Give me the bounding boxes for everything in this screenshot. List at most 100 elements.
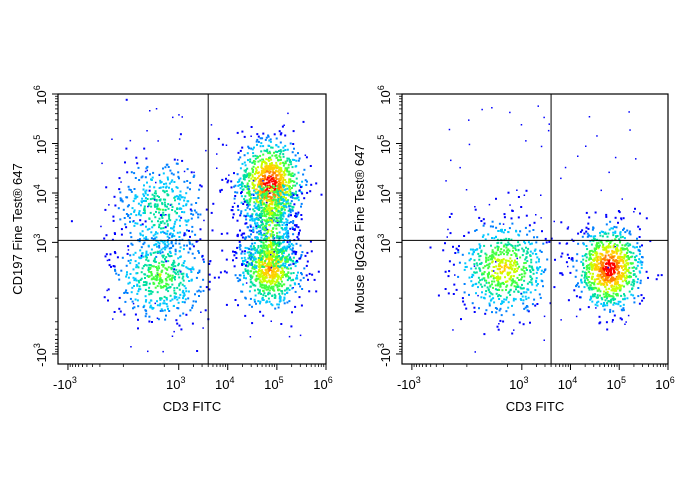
event-dot <box>615 226 618 229</box>
event-dot <box>279 178 282 181</box>
event-dot <box>514 264 517 267</box>
event-dot <box>590 281 593 284</box>
event-dot <box>608 261 610 264</box>
event-dot <box>444 270 447 273</box>
event-dot <box>546 258 549 261</box>
event-dot <box>282 235 285 238</box>
event-dot <box>197 197 200 199</box>
y-tick-label-base: 10 <box>378 189 393 203</box>
event-dot <box>269 140 272 143</box>
event-dot <box>167 260 170 263</box>
event-dot <box>164 166 167 169</box>
event-dot <box>581 235 584 238</box>
event-dot <box>257 251 259 254</box>
event-dot <box>182 297 184 300</box>
event-dot <box>623 253 626 256</box>
event-dot <box>124 300 127 303</box>
event-dot <box>192 213 195 216</box>
event-dot <box>619 231 622 234</box>
event-dot <box>540 251 543 253</box>
event-dot <box>253 194 255 196</box>
event-dot <box>481 272 484 275</box>
event-dot <box>247 192 250 195</box>
event-dot <box>496 258 499 261</box>
event-dot <box>166 224 169 227</box>
event-dot <box>244 164 247 167</box>
event-dot <box>495 259 498 262</box>
event-dot <box>281 247 284 250</box>
event-dot <box>487 233 490 236</box>
event-dot <box>263 285 266 288</box>
event-dot <box>236 219 239 222</box>
event-dot <box>517 216 520 219</box>
event-dot <box>583 232 586 235</box>
event-dot <box>147 268 150 271</box>
event-dot <box>494 246 497 249</box>
event-dot <box>285 206 288 209</box>
event-dot <box>506 284 509 287</box>
event-dot <box>261 234 264 237</box>
event-dot <box>185 224 188 227</box>
event-dot <box>271 274 274 276</box>
event-dot <box>607 245 610 247</box>
event-dot <box>289 196 292 199</box>
event-dot <box>477 281 480 284</box>
event-dot <box>145 299 148 302</box>
event-dot <box>288 221 291 224</box>
event-dot <box>156 275 159 278</box>
event-dot <box>303 197 306 200</box>
event-dot <box>540 273 543 275</box>
event-dot <box>617 303 620 306</box>
event-dot <box>606 302 609 305</box>
event-dot <box>279 190 282 192</box>
event-dot <box>619 247 622 250</box>
event-dot <box>596 260 598 263</box>
event-dot <box>528 264 531 267</box>
event-dot <box>160 181 163 184</box>
event-dot <box>285 202 288 205</box>
event-dot <box>150 273 153 275</box>
event-dot <box>133 306 136 309</box>
event-dot <box>287 287 290 290</box>
event-dot <box>150 179 153 181</box>
event-dot <box>506 249 509 252</box>
event-dot <box>273 296 276 299</box>
event-dot <box>237 209 240 211</box>
event-dot <box>498 222 501 225</box>
event-dot <box>166 276 169 279</box>
event-dot <box>279 156 282 159</box>
event-dot <box>535 214 537 216</box>
event-dot <box>579 308 582 311</box>
event-dot <box>136 284 139 287</box>
event-dot <box>497 246 500 248</box>
event-dot <box>590 287 593 290</box>
event-dot <box>565 261 568 264</box>
event-dot <box>172 262 175 264</box>
event-dot <box>275 176 278 179</box>
event-dot <box>221 178 224 181</box>
event-dot <box>617 265 620 267</box>
event-dot <box>236 173 239 176</box>
event-dot <box>278 180 280 183</box>
event-dot <box>263 228 266 231</box>
event-dot <box>263 246 266 249</box>
event-dot <box>276 303 279 306</box>
event-dot <box>253 271 256 274</box>
event-dot <box>132 253 135 256</box>
y-tick-label-exp: 3 <box>376 234 386 239</box>
event-dot <box>620 217 623 220</box>
event-dot <box>594 303 597 306</box>
event-dot <box>625 259 628 262</box>
event-dot <box>156 204 159 207</box>
event-dot <box>280 221 283 224</box>
event-dot <box>623 263 626 266</box>
event-dot <box>250 147 253 150</box>
event-dot <box>290 214 292 217</box>
event-dot <box>610 273 613 276</box>
event-dot <box>166 219 169 222</box>
event-dot <box>138 238 141 241</box>
event-dot <box>258 264 261 266</box>
event-dot <box>260 246 263 249</box>
event-dot <box>597 265 600 268</box>
